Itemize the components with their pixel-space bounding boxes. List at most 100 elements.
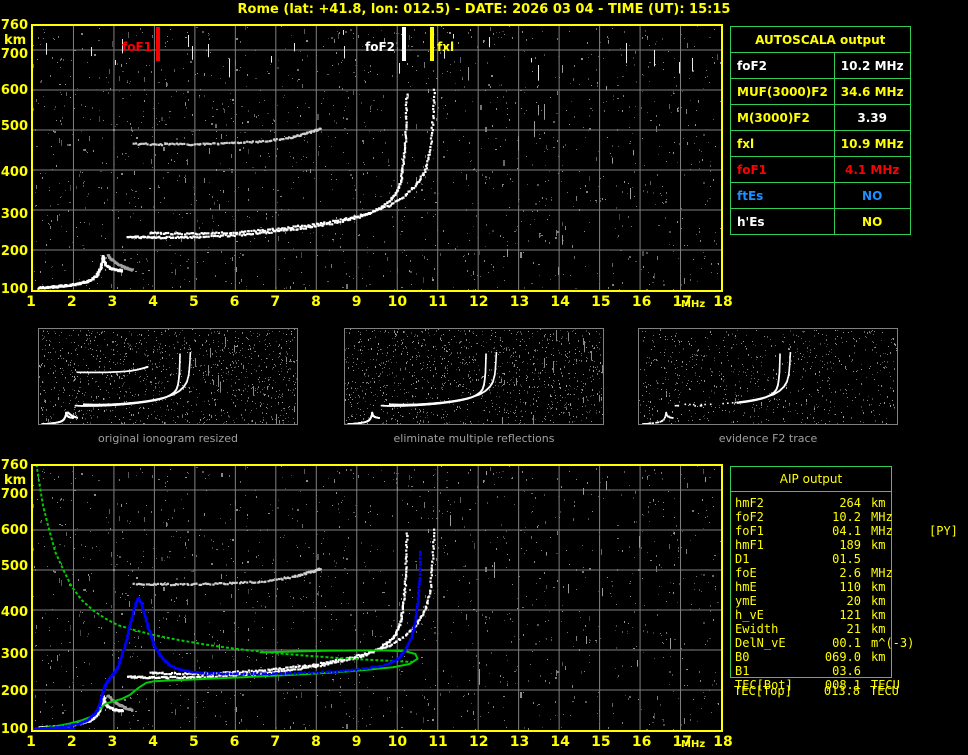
aip-key: DelN_vE	[735, 636, 786, 650]
aip-row-hmf2: hmF2 264 km	[735, 496, 891, 510]
y-tick-760: 760	[0, 18, 28, 33]
x-tick-1: 1	[26, 294, 36, 310]
x-tick-11: 11	[428, 734, 448, 750]
aip-header: AIP output	[731, 467, 891, 492]
x-tick-18: 18	[713, 294, 733, 310]
aip-row-tecbot: TEC[Bot] 008.1 TECU	[735, 678, 900, 692]
aip-value: 21	[846, 622, 861, 636]
x-tick-11: 11	[428, 294, 448, 310]
aip-value: 20	[846, 594, 861, 608]
marker-label-fxl: fxl	[437, 40, 455, 54]
x-tick-3: 3	[107, 294, 118, 310]
aip-key: hmF2	[735, 496, 764, 510]
x-tick-13: 13	[509, 734, 530, 750]
y-tick-500: 500	[0, 119, 28, 134]
x-tick-8: 8	[311, 294, 321, 310]
aip-row-hme: hmE 110 km	[735, 580, 891, 594]
aip-extra: [PY]	[929, 524, 958, 538]
autoscala-value-fof2: 10.2 MHz	[833, 52, 911, 79]
aip-value: 03.6	[832, 664, 861, 678]
aip-key: foE	[735, 566, 757, 580]
aip-row-b0: B0 069.0 km	[735, 650, 891, 664]
y-tick-bottom-100: 100	[0, 722, 28, 737]
aip-row-yme: ymE 20 km	[735, 594, 891, 608]
aip-key: TEC[Top]	[734, 684, 792, 698]
aip-unit: MHz	[871, 524, 893, 538]
aip-unit: km	[871, 608, 886, 622]
marker-bar-foF1	[156, 27, 160, 61]
mini-panel-f2trace[interactable]	[638, 328, 898, 425]
autoscala-row: h'Es NO	[730, 208, 911, 235]
x-axis-top: 1 2 3 4 5 6 7 8 9 10 11 12 13 14 15 16 17 18 MHz	[26, 294, 733, 314]
aip-row-tectop: TEC[Top] 013.8 TECU	[734, 684, 964, 698]
autoscala-row: foF2 10.2 MHz	[730, 52, 911, 79]
autoscala-value-m3000f2: 3.39	[833, 104, 911, 131]
autoscala-label-muf3000f2: MUF(3000)F2	[730, 78, 835, 105]
y-axis-unit: km	[4, 33, 27, 48]
aip-overflow-rows: TEC[Top] 013.8 TECU	[734, 684, 964, 698]
x-tick-8: 8	[311, 734, 321, 750]
y-axis-unit-bottom: km	[4, 473, 27, 488]
autoscala-row: ftEs NO	[730, 182, 911, 209]
x-tick-16: 16	[631, 734, 652, 750]
aip-key: ymE	[735, 594, 757, 608]
aip-unit: km	[871, 496, 886, 510]
x-tick-14: 14	[550, 294, 570, 310]
aip-row-hmf1: hmF1 189 km	[735, 538, 891, 552]
autoscala-row: M(3000)F2 3.39	[730, 104, 911, 131]
aip-value: 069.0	[824, 650, 861, 664]
x-tick-9: 9	[351, 294, 362, 310]
autoscala-label-fof1: foF1	[730, 156, 835, 183]
x-tick-5: 5	[188, 734, 199, 750]
frequency-markers-top: foF1 foF2 fxl	[31, 26, 723, 68]
autoscala-row: MUF(3000)F2 34.6 MHz	[730, 78, 911, 105]
aip-value: 264	[839, 496, 861, 510]
aip-row-hve: h_vE 121 km	[735, 608, 891, 622]
autoscala-row: fxl 10.9 MHz	[730, 130, 911, 157]
bottom-profile-plot[interactable]	[31, 464, 723, 732]
aip-key: foF2	[735, 510, 764, 524]
autoscala-value-muf3000f2: 34.6 MHz	[833, 78, 911, 105]
autoscala-output-table: AUTOSCALA output foF2 10.2 MHz MUF(3000)F2…	[730, 26, 911, 235]
x-tick-5: 5	[188, 294, 199, 310]
x-tick-14: 14	[550, 734, 570, 750]
mini-panel-original[interactable]	[38, 328, 298, 425]
mini-panel-caption-f2trace: evidence F2 trace	[718, 432, 818, 445]
aip-value: 008.1	[824, 678, 861, 692]
aip-row-delnve: DelN_vE 00.1 m^(-3)	[735, 636, 914, 650]
aip-row-fof1: foF1 04.1 MHz [PY]	[735, 524, 958, 538]
aip-key: B0	[735, 650, 750, 664]
y-tick-bottom-700: 700	[0, 487, 28, 502]
aip-key: hmE	[735, 580, 757, 594]
marker-label-foF1: foF1	[122, 40, 153, 54]
aip-unit: km	[871, 580, 886, 594]
y-tick-bottom-500: 500	[0, 559, 28, 574]
mini-panel-caption-original: original ionogram resized	[98, 432, 238, 445]
y-tick-200: 200	[0, 244, 28, 259]
x-tick-16: 16	[631, 294, 652, 310]
aip-unit: km	[871, 650, 886, 664]
aip-key: B1	[735, 664, 750, 678]
x-tick-9: 9	[351, 734, 362, 750]
autoscala-row: foF1 4.1 MHz	[730, 156, 911, 183]
y-tick-600: 600	[0, 83, 28, 98]
y-tick-bottom-200: 200	[0, 684, 28, 699]
autoscala-label-fof2: foF2	[730, 52, 835, 79]
y-tick-100: 100	[0, 282, 28, 297]
aip-key: h_vE	[735, 608, 764, 622]
x-tick-1: 1	[26, 734, 36, 750]
aip-value: 2.6	[839, 566, 861, 580]
aip-value: 00.1	[832, 636, 861, 650]
autoscala-label-m3000f2: M(3000)F2	[730, 104, 835, 131]
x-axis-unit: MHz	[681, 299, 706, 310]
top-ionogram-plot[interactable]	[31, 24, 723, 292]
autoscala-label-fxl: fxl	[730, 130, 835, 157]
x-axis-unit: MHz	[681, 739, 706, 750]
x-tick-18: 18	[713, 734, 733, 750]
x-tick-2: 2	[66, 294, 77, 310]
x-tick-12: 12	[469, 294, 489, 310]
mini-panel-eliminate[interactable]	[344, 328, 604, 425]
y-tick-bottom-600: 600	[0, 523, 28, 538]
x-tick-2: 2	[66, 734, 77, 750]
aip-rows: hmF2 264 km foF2 10.2 MHz foF1 04.1 MHz [PY] hmF1 1…	[731, 492, 958, 692]
